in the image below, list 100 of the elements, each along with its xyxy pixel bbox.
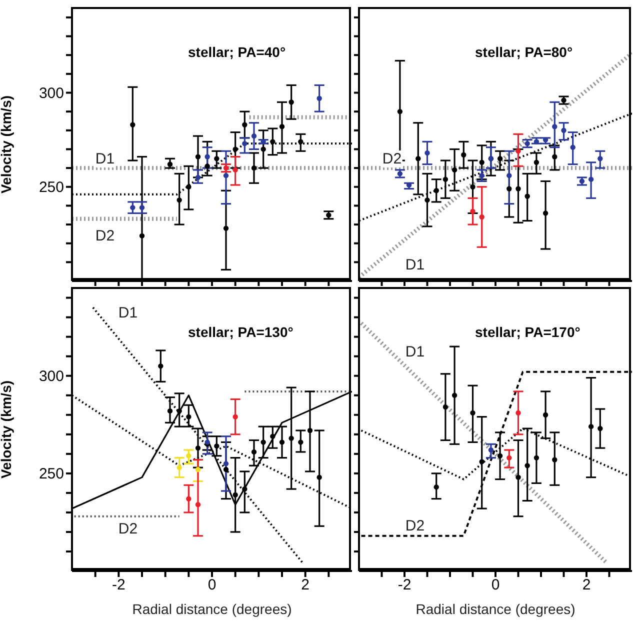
point <box>158 363 164 369</box>
point <box>195 466 201 472</box>
point <box>598 426 603 432</box>
text: stellar; PA=40° <box>188 44 286 60</box>
point <box>270 434 276 439</box>
point <box>506 455 512 460</box>
point <box>167 162 173 167</box>
point <box>442 176 448 182</box>
point <box>424 150 430 156</box>
point <box>214 443 220 449</box>
point <box>195 445 201 451</box>
annotation: D2 <box>404 518 426 534</box>
point <box>260 440 266 445</box>
point <box>279 124 285 130</box>
point <box>223 461 229 466</box>
x-tick-label: 0 <box>208 576 216 594</box>
point <box>186 414 192 420</box>
point <box>288 436 294 441</box>
point <box>552 457 558 462</box>
x-tick-label: -2 <box>398 576 412 594</box>
point <box>534 160 540 165</box>
point <box>497 156 503 162</box>
point <box>470 410 476 416</box>
annotation: D1 <box>94 150 116 168</box>
point <box>516 410 521 416</box>
point <box>223 226 229 231</box>
point <box>542 210 548 216</box>
point <box>552 154 558 160</box>
x-tick-label: 2 <box>301 576 310 594</box>
point <box>186 184 192 190</box>
point <box>424 197 430 203</box>
annotation: D2 <box>381 150 403 168</box>
point <box>516 186 521 192</box>
point <box>223 466 229 472</box>
point <box>195 502 201 508</box>
point <box>130 122 136 128</box>
point <box>242 140 248 146</box>
point <box>524 194 530 199</box>
point <box>434 188 439 194</box>
point <box>524 463 530 468</box>
point <box>223 172 229 178</box>
x-tick-label: 0 <box>491 576 500 594</box>
point <box>204 164 210 169</box>
point <box>232 414 238 420</box>
point <box>251 165 257 171</box>
point <box>479 459 484 464</box>
point <box>479 214 484 220</box>
point <box>232 146 238 152</box>
point <box>298 139 304 144</box>
point <box>452 392 458 398</box>
point <box>470 184 476 190</box>
text: stellar; PA=80° <box>475 44 573 60</box>
y-axis-title: Velocity (km/s) <box>0 380 14 479</box>
point <box>497 453 503 458</box>
point <box>416 156 421 162</box>
point <box>176 197 182 203</box>
point <box>204 154 210 160</box>
annotation: D1 <box>404 344 426 360</box>
point <box>279 440 285 445</box>
point <box>251 449 257 455</box>
y-tick-label: 300 <box>38 85 64 102</box>
point <box>534 455 540 460</box>
point <box>139 204 145 210</box>
point <box>242 122 248 128</box>
annotation: D1 <box>404 256 426 274</box>
y-axis-title: Velocity (km/s) <box>0 95 14 194</box>
x-axis-title: Radial distance (degrees) <box>416 601 576 617</box>
point <box>588 176 594 182</box>
point <box>397 108 403 114</box>
point <box>242 486 248 492</box>
point <box>570 144 576 150</box>
point <box>506 186 512 192</box>
y-tick-label: 250 <box>38 179 64 196</box>
point <box>316 96 322 101</box>
point <box>452 167 458 173</box>
x-tick-label: 2 <box>582 576 591 594</box>
x-tick-label: -2 <box>112 576 126 594</box>
point <box>130 204 136 210</box>
annotation: D1 <box>117 304 139 322</box>
point <box>176 464 182 470</box>
point <box>214 156 220 162</box>
point <box>167 408 173 414</box>
annotation: D2 <box>117 520 139 538</box>
text: stellar; PA=130° <box>188 324 294 340</box>
point <box>232 167 238 173</box>
point <box>542 412 548 418</box>
point <box>307 428 313 434</box>
point <box>561 128 566 133</box>
point <box>260 146 266 152</box>
point <box>479 160 484 165</box>
point <box>176 408 182 414</box>
point <box>232 492 238 498</box>
point <box>251 133 257 139</box>
point <box>461 152 466 158</box>
point <box>434 484 439 490</box>
point <box>552 124 558 130</box>
point <box>442 404 448 410</box>
point <box>516 474 521 480</box>
point <box>516 148 521 154</box>
point <box>298 440 304 445</box>
